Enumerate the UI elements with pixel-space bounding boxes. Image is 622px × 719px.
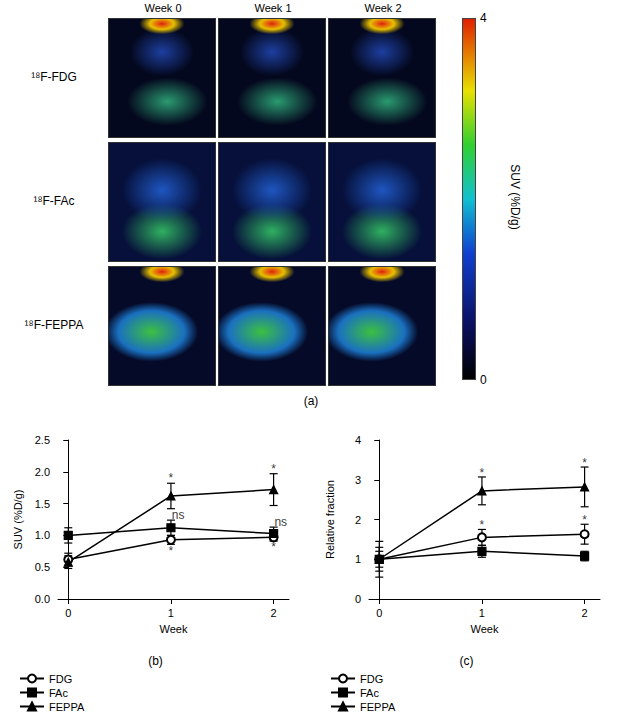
html-text:¹⁸F-FEPPA: ¹⁸F-FEPPA — [24, 318, 84, 332]
svg-text:(b): (b) — [148, 654, 163, 668]
html-text:0: 0 — [480, 373, 487, 387]
html-text:Week 0: Week 0 — [144, 2, 182, 14]
svg-text:FDG: FDG — [360, 673, 383, 685]
svg-text:2.5: 2.5 — [35, 434, 50, 446]
svg-text:1.0: 1.0 — [35, 529, 50, 541]
svg-text:*: * — [480, 518, 485, 532]
svg-text:(c): (c) — [460, 654, 474, 668]
svg-text:1.5: 1.5 — [35, 498, 50, 510]
svg-text:0: 0 — [376, 607, 382, 619]
svg-text:FAc: FAc — [49, 687, 68, 699]
svg-text:ns: ns — [274, 515, 287, 529]
svg-text:FDG: FDG — [49, 673, 72, 685]
svg-text:FEPPA: FEPPA — [360, 701, 396, 713]
svg-text:*: * — [169, 471, 174, 485]
svg-text:2: 2 — [355, 514, 361, 526]
svg-text:*: * — [582, 456, 587, 470]
svg-text:2: 2 — [582, 607, 588, 619]
svg-text:1: 1 — [355, 553, 361, 565]
svg-text:Relative fraction: Relative fraction — [324, 480, 336, 559]
svg-text:FEPPA: FEPPA — [49, 701, 85, 713]
svg-text:4: 4 — [355, 434, 361, 446]
svg-text:ns: ns — [172, 508, 185, 522]
html-text:Week 2: Week 2 — [364, 2, 402, 14]
svg-text:2.0: 2.0 — [35, 466, 50, 478]
svg-text:*: * — [480, 466, 485, 480]
html-text:(a): (a) — [303, 394, 319, 408]
svg-text:0.0: 0.0 — [35, 593, 50, 605]
html-text:¹⁸F-FDG: ¹⁸F-FDG — [31, 70, 77, 84]
svg-text:*: * — [169, 544, 174, 558]
svg-text:Week: Week — [160, 623, 188, 635]
svg-text:0.5: 0.5 — [35, 561, 50, 573]
html-text:4: 4 — [480, 11, 487, 25]
svg-text:Week: Week — [471, 623, 499, 635]
svg-text:3: 3 — [355, 474, 361, 486]
svg-text:0: 0 — [65, 607, 71, 619]
svg-text:0: 0 — [355, 593, 361, 605]
svg-text:2: 2 — [271, 607, 277, 619]
svg-text:1: 1 — [479, 607, 485, 619]
html-text:Week 1: Week 1 — [254, 2, 292, 14]
svg-text:SUV (%D/g): SUV (%D/g) — [12, 490, 24, 550]
svg-text:*: * — [582, 513, 587, 527]
svg-text:FAc: FAc — [360, 687, 379, 699]
svg-text:*: * — [271, 462, 276, 476]
html-text:SUV (%D/g): SUV (%D/g) — [508, 164, 522, 230]
svg-text:*: * — [271, 540, 276, 554]
html-text:¹⁸F-FAc: ¹⁸F-FAc — [33, 194, 75, 208]
svg-text:1: 1 — [168, 607, 174, 619]
